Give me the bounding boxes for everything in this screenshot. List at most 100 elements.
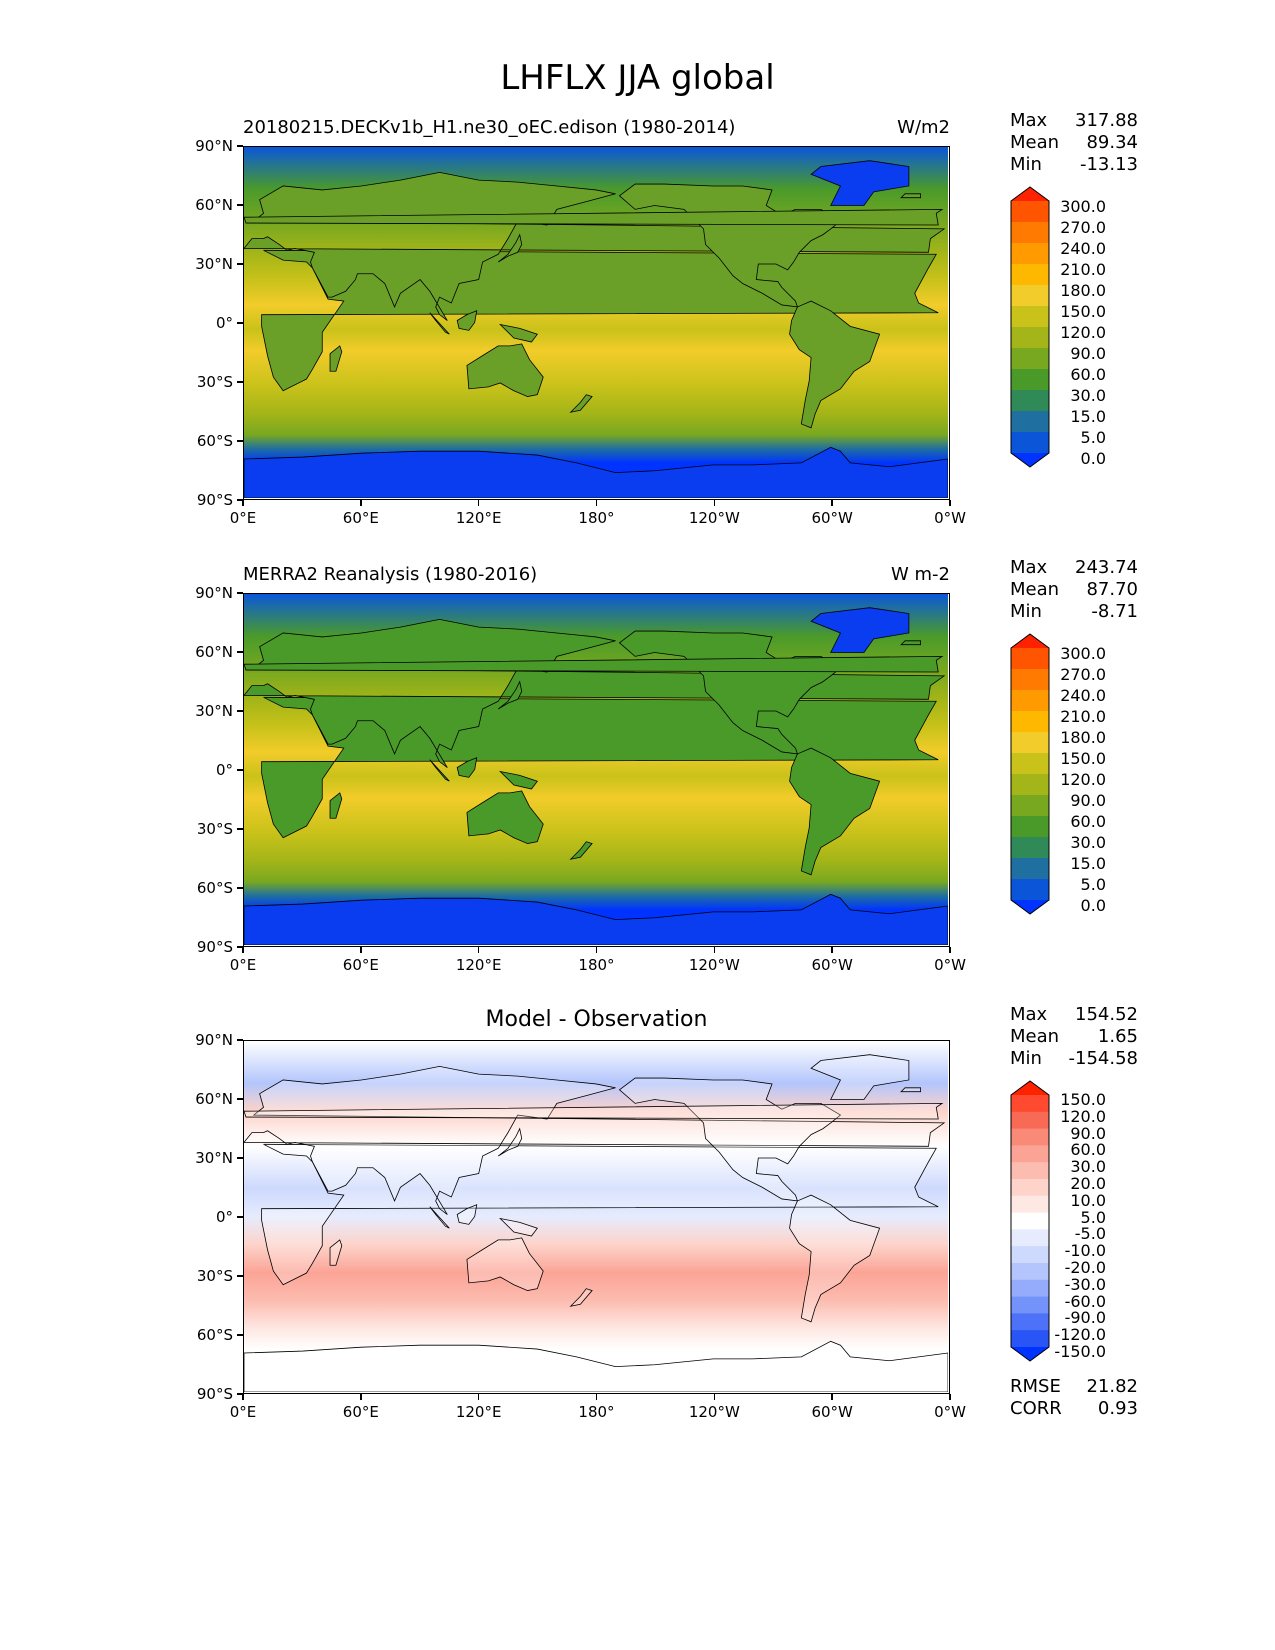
- lon-tick-mark: [242, 1394, 244, 1400]
- colorbar-label: 180.0: [1060, 728, 1106, 748]
- lat-tick-mark: [237, 1334, 243, 1336]
- colorbar-segment: [1011, 1179, 1049, 1197]
- lat-tick-label: 0°: [215, 314, 233, 332]
- lon-tick-label: 60°W: [811, 509, 853, 527]
- stat-value: 317.88: [1075, 110, 1138, 131]
- nz-outline: [569, 394, 593, 413]
- nz-outline: [569, 1288, 593, 1307]
- uk-outline: [244, 208, 944, 226]
- colorbar-label: 60.0: [1070, 1140, 1106, 1160]
- colorbar-label: 5.0: [1080, 1207, 1106, 1227]
- colorbar-segment: [1011, 1229, 1049, 1247]
- colorbar-segment: [1011, 327, 1049, 349]
- lat-tick-label: 90°N: [195, 1031, 233, 1049]
- borneo-outline: [456, 757, 478, 778]
- colorbar-label: -120.0: [1054, 1325, 1106, 1345]
- sumatra-outline: [429, 1206, 450, 1229]
- colorbar-label: 120.0: [1060, 1106, 1106, 1126]
- colorbar-segment: [1011, 1263, 1049, 1281]
- lat-tick-label: 90°S: [196, 491, 233, 509]
- colorbar-canvas: [1010, 186, 1050, 468]
- lon-tick-mark: [713, 500, 716, 506]
- colorbar-label: -20.0: [1064, 1258, 1106, 1278]
- lat-tick-label: 0°: [215, 1208, 233, 1226]
- lat-tick-label: 30°N: [195, 702, 233, 720]
- lon-tick-label: 60°E: [342, 1403, 379, 1421]
- borneo-outline: [456, 1204, 478, 1225]
- colorbar-label: 60.0: [1070, 365, 1106, 385]
- lat-tick-mark: [237, 828, 243, 830]
- antarctica-outline: [244, 893, 948, 945]
- lat-tick-mark: [237, 1216, 243, 1218]
- map-model: [243, 146, 950, 500]
- colorbar-label: 90.0: [1070, 344, 1106, 364]
- colorbar-segment: [1011, 732, 1049, 754]
- lon-tick-mark: [477, 947, 480, 953]
- units-label: W m-2: [890, 564, 950, 585]
- lat-tick-mark: [237, 1157, 243, 1159]
- colorbar-label: 210.0: [1060, 260, 1106, 280]
- colorbar-segment: [1011, 1313, 1049, 1331]
- lat-tick-mark: [237, 651, 243, 653]
- stat-corr: CORR 0.93: [1010, 1398, 1138, 1420]
- colorbar-segment: [1011, 1212, 1049, 1230]
- lon-tick-mark: [595, 1394, 598, 1400]
- colorbar-label: -60.0: [1064, 1291, 1106, 1311]
- colorbar-extend-top: [1011, 1081, 1049, 1095]
- colorbar-segment: [1011, 411, 1049, 433]
- lat-tick-mark: [237, 145, 243, 147]
- colorbar-label: 20.0: [1070, 1174, 1106, 1194]
- lat-tick-mark: [237, 710, 243, 712]
- colorbar-label: -90.0: [1064, 1308, 1106, 1328]
- lat-tick-mark: [237, 1039, 243, 1041]
- colorbar-label: 150.0: [1060, 749, 1106, 769]
- colorbar-extend-top: [1011, 187, 1049, 201]
- panel-title: 20180215.DECKv1b_H1.ne30_oEC.edison (198…: [243, 117, 736, 138]
- lat-tick-label: 90°S: [196, 1385, 233, 1403]
- sumatra-outline: [429, 312, 450, 335]
- stat-label: Min: [1010, 1048, 1042, 1069]
- colorbar-label: 10.0: [1070, 1190, 1106, 1210]
- australia-outline: [466, 790, 544, 844]
- madagascar-outline: [329, 345, 343, 372]
- colorbar-segment: [1011, 1095, 1049, 1113]
- colorbar-segment: [1011, 348, 1049, 370]
- stat-min: Min -13.13: [1010, 154, 1138, 176]
- colorbar-outline: [1010, 186, 1050, 468]
- samerica-outline: [789, 747, 881, 876]
- colorbar-label: -10.0: [1064, 1241, 1106, 1261]
- lon-tick-label: 120°E: [455, 509, 502, 527]
- stat-max: Max 243.74: [1010, 557, 1138, 579]
- colorbar-segment: [1011, 369, 1049, 391]
- colorbar-segment: [1011, 795, 1049, 817]
- samerica-outline: [789, 300, 881, 429]
- stat-value: 243.74: [1075, 557, 1138, 578]
- lon-tick-label: 120°W: [688, 956, 740, 974]
- lat-tick-label: 0°: [215, 761, 233, 779]
- colorbar-label: 300.0: [1060, 644, 1106, 664]
- japan-outline: [497, 680, 523, 710]
- stat-value: 89.34: [1086, 132, 1138, 153]
- colorbar-label: 180.0: [1060, 281, 1106, 301]
- lat-tick-mark: [237, 887, 243, 889]
- colorbar-segment: [1011, 1330, 1049, 1348]
- figure-title: LHFLX JJA global: [500, 58, 775, 98]
- colorbar-label: -150.0: [1054, 1342, 1106, 1362]
- lat-tick-mark: [237, 499, 243, 501]
- japan-outline: [497, 1127, 523, 1157]
- iceland-outline: [900, 640, 922, 646]
- stat-max: Max 317.88: [1010, 110, 1138, 132]
- uk-outline: [244, 1102, 944, 1120]
- colorbar-segment: [1011, 816, 1049, 838]
- colorbar: [1010, 1080, 1050, 1366]
- lon-tick-mark: [360, 947, 362, 953]
- greenland-outline: [810, 1054, 910, 1100]
- australia-outline: [466, 1237, 544, 1291]
- colorbar-segment: [1011, 1128, 1049, 1146]
- lon-tick-mark: [713, 1394, 716, 1400]
- colorbar-label: 30.0: [1070, 1157, 1106, 1177]
- antarctica-outline: [244, 1340, 948, 1392]
- lat-tick-label: 30°N: [195, 255, 233, 273]
- colorbar-segment: [1011, 264, 1049, 286]
- lat-tick-mark: [237, 322, 243, 324]
